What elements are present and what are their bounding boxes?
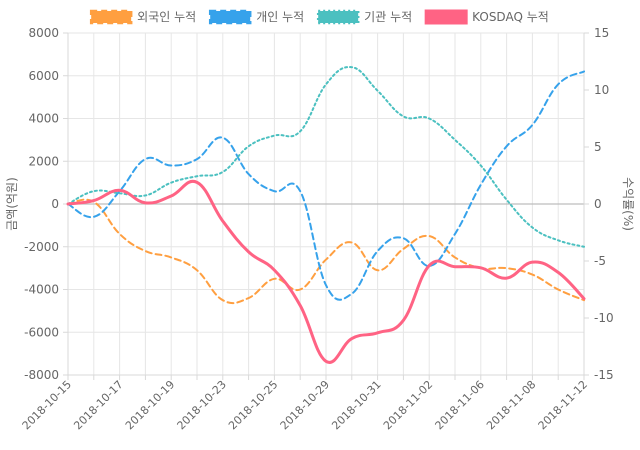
- x-tick-label: 2018-10-19: [123, 378, 177, 432]
- y-left-tick-label: 4000: [28, 112, 59, 126]
- x-tick-label: 2018-10-23: [175, 378, 229, 432]
- y-axis-right-title: 수익률(%): [621, 177, 635, 231]
- y-left-tick-label: 8000: [28, 26, 59, 40]
- legend-swatch: [316, 9, 360, 25]
- legend-item[interactable]: 개인 누적: [208, 9, 304, 25]
- x-tick-label: 2018-11-08: [484, 378, 538, 432]
- y-right-tick-label: -15: [594, 368, 614, 382]
- legend-item[interactable]: 기관 누적: [316, 9, 412, 25]
- x-tick-label: 2018-10-25: [226, 378, 280, 432]
- axes: -8000 -6000 -4000 -2000 0 2000 4000 6000 8000 -15…: [20, 26, 614, 432]
- y-left-tick-label: -4000: [24, 283, 59, 297]
- series-line-1: [67, 70, 585, 301]
- legend[interactable]: 외국인 누적 개인 누적 기관 누적 KOSDAQ 누적: [89, 9, 549, 25]
- legend-label: 개인 누적: [256, 10, 304, 24]
- x-tick-label: 2018-11-06: [433, 378, 487, 432]
- legend-swatch: [89, 9, 133, 25]
- y-right-tick-label: 5: [594, 140, 602, 154]
- y-left-tick-label: -2000: [24, 240, 59, 254]
- y-right-tick-label: 10: [594, 83, 609, 97]
- y-axis-left-title: 금액(억원): [5, 177, 19, 231]
- legend-swatch: [424, 9, 468, 25]
- x-tick-label: 2018-11-12: [536, 378, 590, 432]
- y-left-tick-label: -8000: [24, 368, 59, 382]
- series-lines: [66, 66, 586, 364]
- y-left-tick-label: -6000: [24, 325, 59, 339]
- series-line-2: [67, 66, 585, 248]
- y-right-tick-label: -5: [594, 254, 606, 268]
- y-left-tick-label: 6000: [28, 69, 59, 83]
- series-line-3: [66, 179, 586, 364]
- y-right-tick-label: 0: [594, 197, 602, 211]
- legend-label: 외국인 누적: [137, 10, 196, 24]
- series-line-0: [67, 198, 585, 305]
- legend-item[interactable]: KOSDAQ 누적: [424, 9, 549, 25]
- legend-item[interactable]: 외국인 누적: [89, 9, 196, 25]
- y-left-tick-label: 0: [51, 197, 59, 211]
- legend-swatch: [208, 9, 252, 25]
- legend-label: KOSDAQ 누적: [472, 10, 549, 24]
- x-tick-label: 2018-10-31: [329, 378, 383, 432]
- x-tick-label: 2018-10-17: [71, 378, 125, 432]
- x-tick-label: 2018-11-02: [381, 378, 435, 432]
- y-right-tick-label: 15: [594, 26, 609, 40]
- x-tick-label: 2018-10-15: [20, 378, 74, 432]
- legend-label: 기관 누적: [364, 10, 412, 24]
- y-left-tick-label: 2000: [28, 154, 59, 168]
- x-tick-label: 2018-10-29: [278, 378, 332, 432]
- y-right-tick-label: -10: [594, 311, 614, 325]
